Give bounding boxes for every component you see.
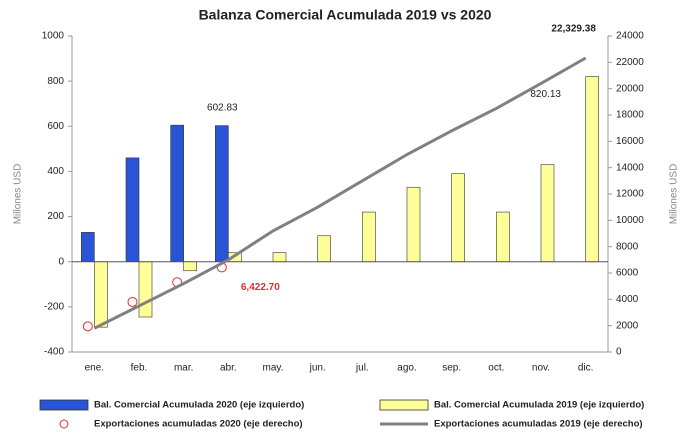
data-label: 602.83 (207, 102, 238, 113)
x-tick-label: mar. (174, 363, 193, 374)
bar (125, 157, 140, 263)
bar (540, 164, 555, 263)
y2-tick-label: 0 (616, 347, 622, 358)
bar (317, 235, 331, 263)
data-label: 820.13 (530, 89, 561, 100)
marker (82, 321, 93, 332)
bar (451, 173, 465, 263)
marker (127, 296, 138, 307)
y2-tick-label: 10000 (616, 215, 644, 226)
y2-tick-label: 20000 (616, 83, 644, 94)
bar (215, 125, 229, 263)
x-tick-label: sep. (442, 363, 461, 374)
bar (81, 232, 95, 263)
legend-swatch (379, 399, 429, 411)
bar (496, 211, 510, 263)
y2-tick-label: 18000 (616, 110, 644, 121)
bar (138, 261, 153, 318)
legend-label: Bal. Comercial Acumulada 2020 (eje izqui… (94, 400, 304, 411)
y-tick-label: 600 (47, 121, 64, 132)
x-tick-label: may. (263, 363, 284, 374)
y2-tick-label: 24000 (616, 31, 644, 42)
y2-tick-label: 4000 (616, 294, 639, 305)
legend-label: Bal. Comercial Acumulada 2019 (eje izqui… (434, 400, 644, 411)
y2-tick-label: 2000 (616, 320, 639, 331)
x-tick-label: jul. (355, 363, 369, 374)
line (93, 56, 587, 330)
y2-tick-label: 6000 (616, 268, 639, 279)
y2-tick-label: 12000 (616, 189, 644, 200)
x-tick-label: dic. (578, 363, 594, 374)
y-tick-label: -200 (44, 301, 64, 312)
y2-axis-label: Millones USD (669, 164, 680, 225)
bar (94, 261, 108, 328)
x-tick-label: ene. (85, 363, 104, 374)
bar (585, 76, 599, 263)
y-tick-label: 200 (47, 211, 64, 222)
y-tick-label: 1000 (42, 31, 65, 42)
x-tick-label: jun. (309, 363, 326, 374)
x-tick-label: nov. (532, 363, 550, 374)
bar (406, 186, 421, 263)
x-tick-label: feb. (131, 363, 148, 374)
legend-label: Exportaciones acumuladas 2020 (eje derec… (94, 419, 303, 430)
y-tick-label: -400 (44, 347, 64, 358)
x-tick-label: abr. (220, 363, 237, 374)
x-tick-label: oct. (488, 363, 504, 374)
y2-tick-label: 16000 (616, 136, 644, 147)
data-label: 6,422.70 (241, 282, 280, 293)
y-tick-label: 400 (47, 166, 64, 177)
chart-title: Balanza Comercial Acumulada 2019 vs 2020 (199, 7, 492, 23)
y-axis-label: Millones USD (13, 164, 24, 225)
legend-swatch (39, 399, 89, 411)
bar (362, 211, 376, 263)
bar (170, 124, 184, 263)
y-tick-label: 800 (47, 76, 64, 87)
x-tick-label: ago. (397, 363, 416, 374)
data-label: 22,329.38 (551, 24, 596, 35)
y2-tick-label: 8000 (616, 241, 639, 252)
bar (183, 261, 197, 272)
legend-swatch (59, 419, 69, 429)
y2-tick-label: 14000 (616, 162, 644, 173)
y2-tick-label: 22000 (616, 57, 644, 68)
y-tick-label: 0 (58, 256, 64, 267)
legend-label: Exportaciones acumuladas 2019 (eje derec… (434, 419, 643, 430)
bar (272, 252, 287, 263)
